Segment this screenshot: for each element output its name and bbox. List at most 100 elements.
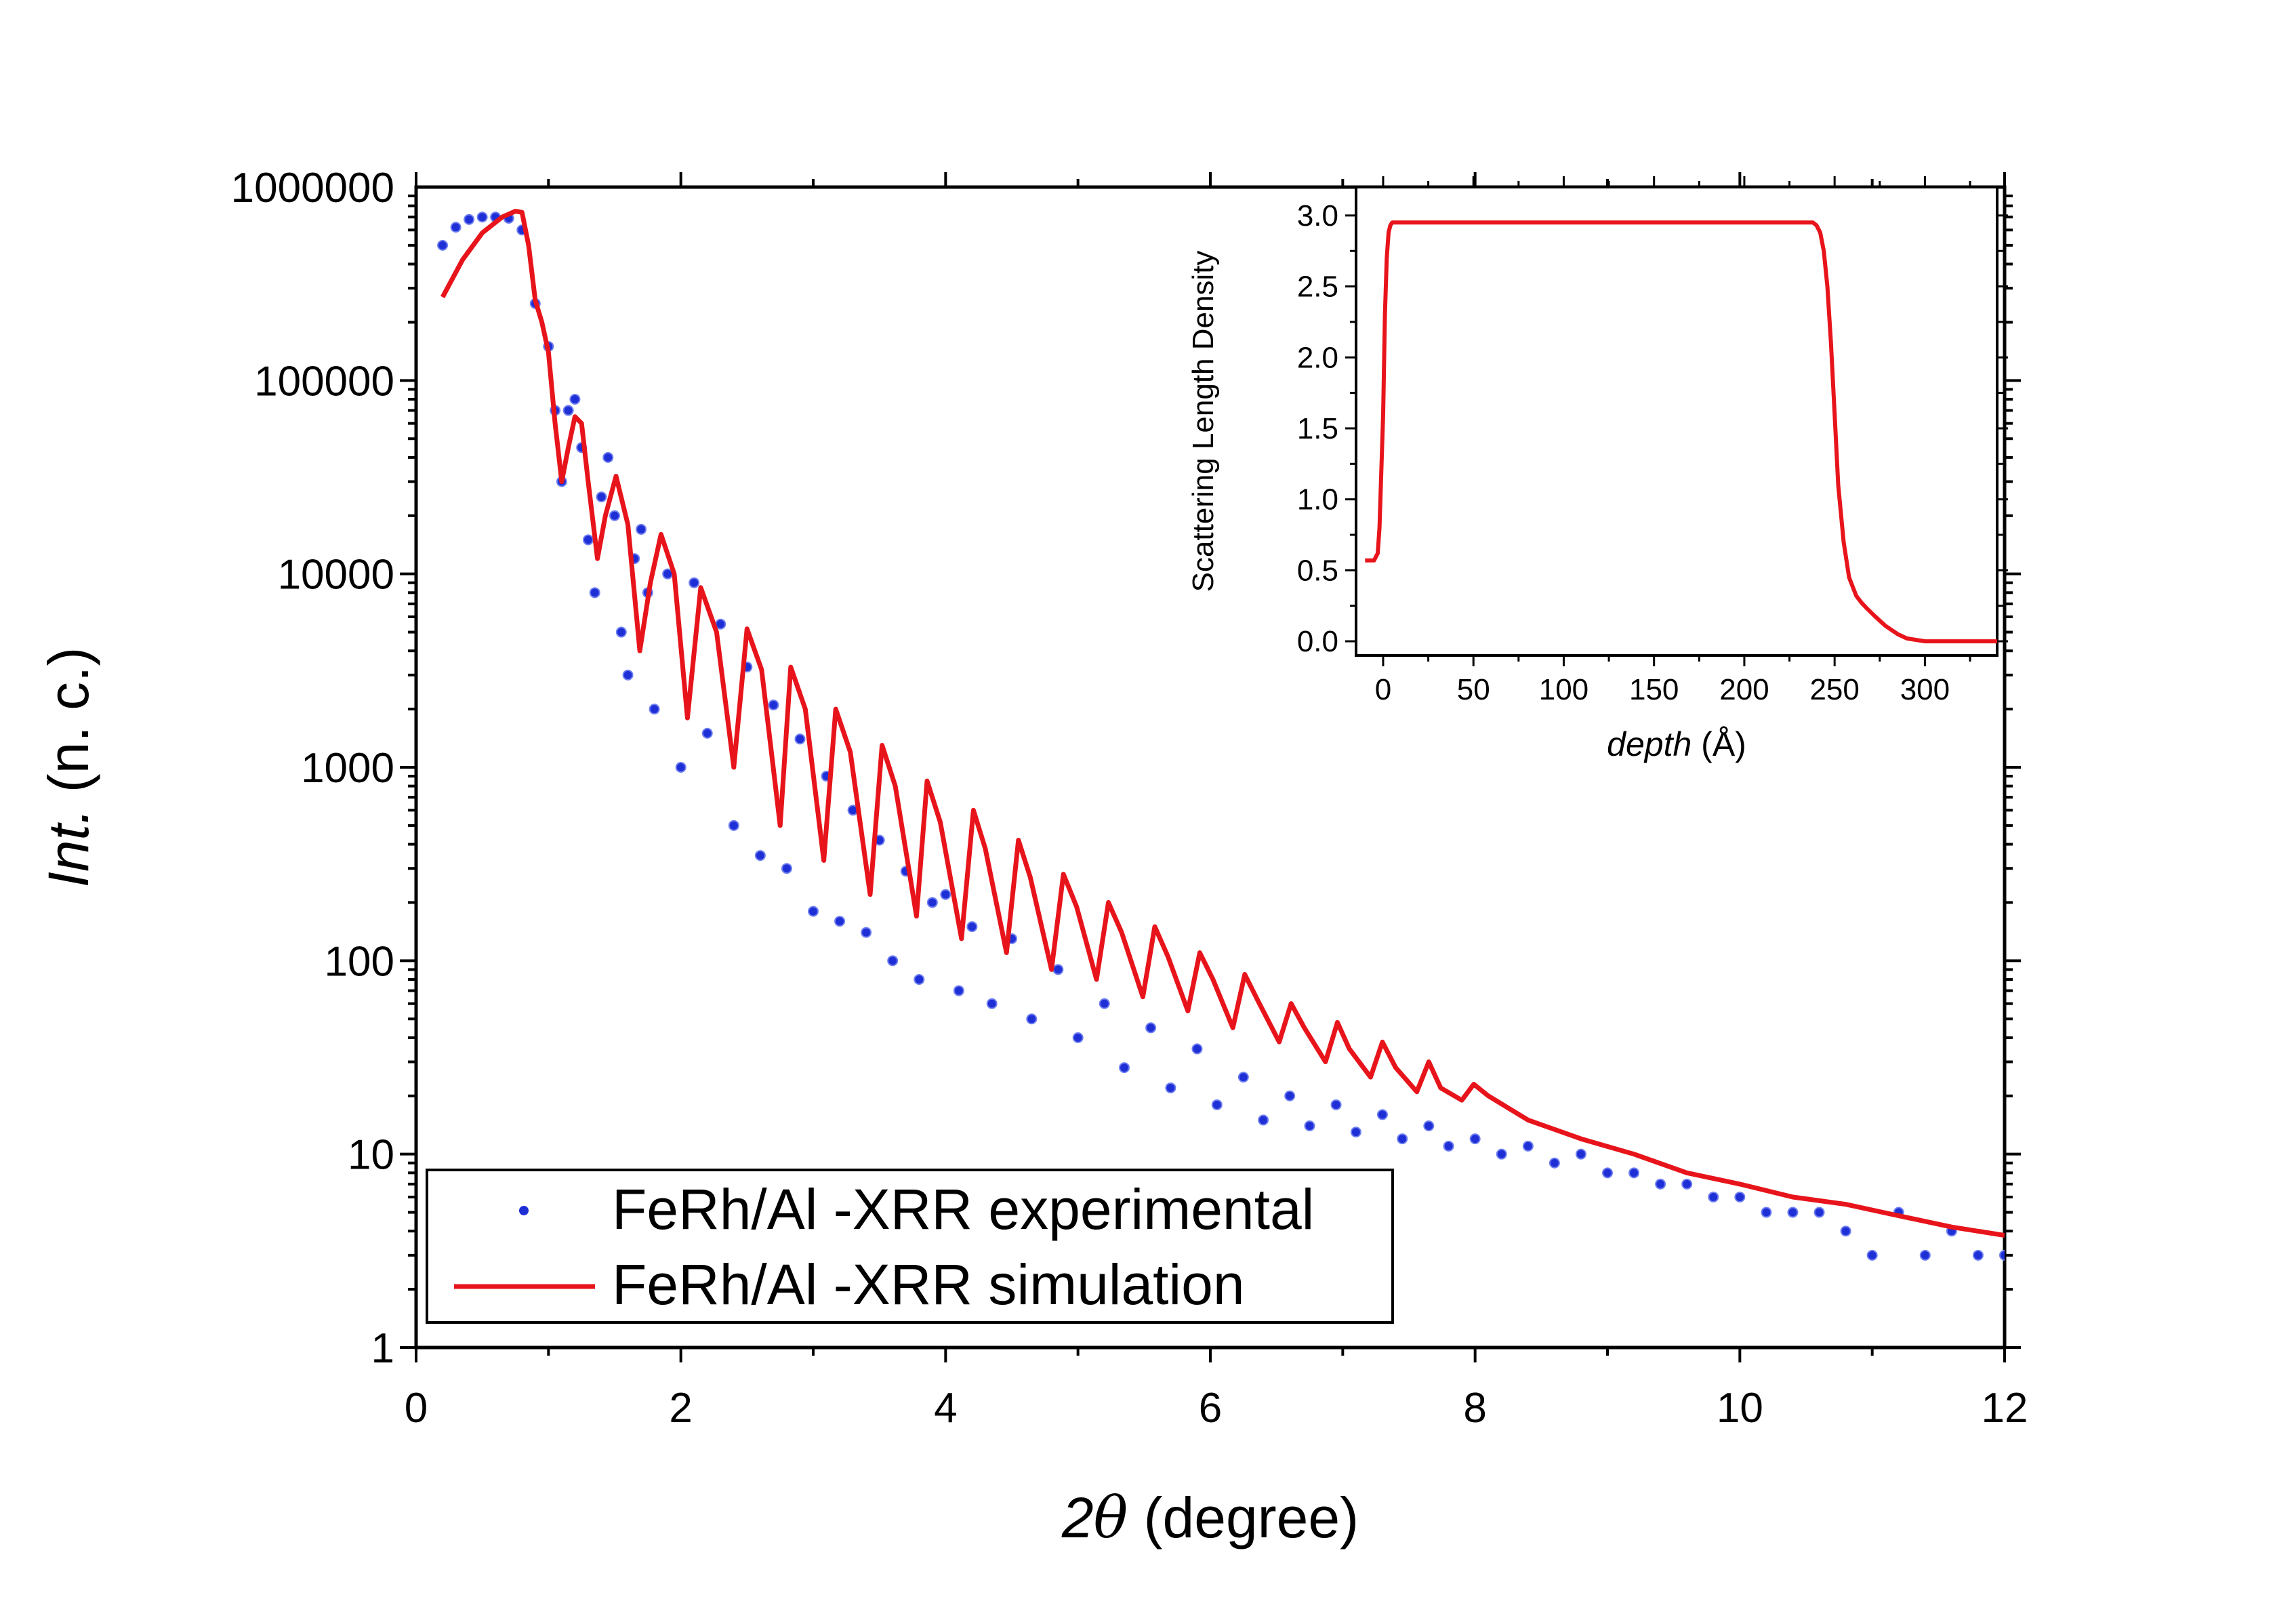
y-tick-label: 100000 [254, 358, 394, 405]
x-axis-title-suffix: (degree) [1128, 1486, 1359, 1550]
inset-y-tick-label: 0.0 [1297, 625, 1338, 658]
y-tick-label: 10000 [278, 552, 394, 599]
x-tick-label: 12 [1982, 1385, 2028, 1432]
experimental-point [1469, 1133, 1481, 1145]
experimental-point [1258, 1114, 1269, 1126]
inset-plot: 0 50 100 150 200 250 300 0.0 0.5 1.0 1.5 2.0 2.5 3.0 d… [1187, 176, 2008, 763]
experimental-point [1211, 1099, 1223, 1110]
experimental-point [794, 733, 806, 745]
experimental-point [1237, 1072, 1249, 1083]
legend-marker-icon [519, 1206, 529, 1215]
x-tick-label: 2 [669, 1385, 692, 1432]
experimental-point [914, 973, 925, 985]
x-axis-title-prefix: 2 [1061, 1486, 1094, 1550]
experimental-point [986, 998, 998, 1009]
x-tick-label: 4 [934, 1385, 957, 1432]
experimental-point [754, 850, 766, 862]
experimental-point [1304, 1120, 1315, 1131]
x-axis-title: 2θ (degree) [1061, 1484, 1359, 1551]
inset-x-axis-title-italic: depth [1607, 725, 1692, 763]
experimental-point [1443, 1140, 1454, 1152]
inset-y-tick-label: 2.0 [1297, 341, 1338, 374]
experimental-point [1628, 1167, 1640, 1179]
experimental-point [887, 955, 899, 967]
experimental-point [1575, 1148, 1586, 1160]
experimental-point [1072, 1032, 1084, 1043]
experimental-point [1813, 1207, 1825, 1218]
x-tick-label: 8 [1463, 1385, 1486, 1432]
inset-y-tick-label: 1.0 [1297, 483, 1338, 517]
experimental-point [1655, 1178, 1666, 1190]
experimental-point [437, 239, 449, 251]
x-axis-title-symbol: θ [1094, 1484, 1128, 1551]
main-plot: 0 2 4 6 8 10 1211010010001000010000010000002θ … [37, 165, 2028, 1551]
experimental-point [1165, 1082, 1176, 1093]
experimental-point [615, 626, 627, 638]
y-tick-label: 1000000 [231, 165, 394, 211]
y-axis-title-italic: Int. [37, 809, 100, 888]
inset-x-tick-label: 250 [1809, 673, 1859, 706]
legend-box [426, 1169, 1394, 1324]
experimental-point [589, 587, 600, 599]
x-tick-label: 6 [1199, 1385, 1222, 1432]
inset-x-tick-label: 300 [1900, 673, 1950, 706]
experimental-point [834, 916, 846, 927]
series-simulation [440, 209, 2005, 1238]
experimental-point [1496, 1148, 1507, 1160]
experimental-point [1708, 1191, 1719, 1202]
y-tick-label: 10 [348, 1132, 394, 1179]
x-tick-label: 0 [405, 1385, 428, 1432]
experimental-point [450, 222, 462, 233]
sld-profile-line [1365, 220, 1997, 644]
experimental-point [1145, 1022, 1157, 1034]
experimental-point [476, 211, 488, 223]
inset-x-tick-label: 0 [1375, 673, 1391, 706]
experimental-point [675, 762, 686, 773]
experimental-point [861, 927, 872, 938]
experimental-point [1919, 1249, 1931, 1261]
inset-frame [1355, 186, 1998, 657]
experimental-point [808, 906, 819, 917]
experimental-point [649, 704, 660, 715]
inset-x-tick-label: 150 [1629, 673, 1679, 706]
inset-x-tick-label: 50 [1457, 673, 1490, 706]
experimental-point [1866, 1249, 1878, 1261]
experimental-point [1376, 1109, 1388, 1120]
inset-x-tick-label: 100 [1539, 673, 1588, 706]
experimental-point [940, 889, 951, 900]
experimental-point [966, 921, 978, 933]
inset-y-tick-label: 0.5 [1297, 554, 1338, 587]
experimental-point [1099, 998, 1110, 1009]
experimental-point [1681, 1178, 1693, 1190]
inset-x-tick-label: 200 [1719, 673, 1769, 706]
experimental-point [1350, 1127, 1361, 1138]
experimental-point [1191, 1043, 1203, 1055]
experimental-point [562, 405, 574, 416]
experimental-point [1052, 964, 1064, 975]
experimental-point [781, 863, 792, 874]
experimental-point [596, 491, 607, 503]
experimental-point [1972, 1249, 1984, 1261]
experimental-point [569, 393, 581, 405]
experimental-point [926, 897, 938, 908]
y-tick-label: 1000 [301, 745, 394, 792]
experimental-point [609, 510, 620, 521]
inset-y-tick-label: 1.5 [1297, 412, 1338, 445]
inset-series [1365, 220, 1997, 644]
inset-x-axis-title: depth (Å) [1607, 725, 1746, 763]
experimental-point [622, 669, 634, 681]
inset-y-tick-label: 2.5 [1297, 270, 1338, 304]
inset-x-axis-title-rest: (Å) [1692, 725, 1746, 763]
experimental-point [636, 523, 647, 535]
experimental-point [768, 700, 779, 711]
x-tick-label: 10 [1717, 1385, 1763, 1432]
legend-label-experimental: FeRh/Al -XRR experimental [612, 1177, 1314, 1241]
experimental-point [1397, 1133, 1408, 1145]
experimental-point [689, 577, 700, 588]
experimental-point [1999, 1249, 2005, 1261]
experimental-point [1330, 1099, 1342, 1110]
y-axis-title: Int. (n. c.) [37, 647, 100, 888]
experimental-point [582, 534, 594, 546]
